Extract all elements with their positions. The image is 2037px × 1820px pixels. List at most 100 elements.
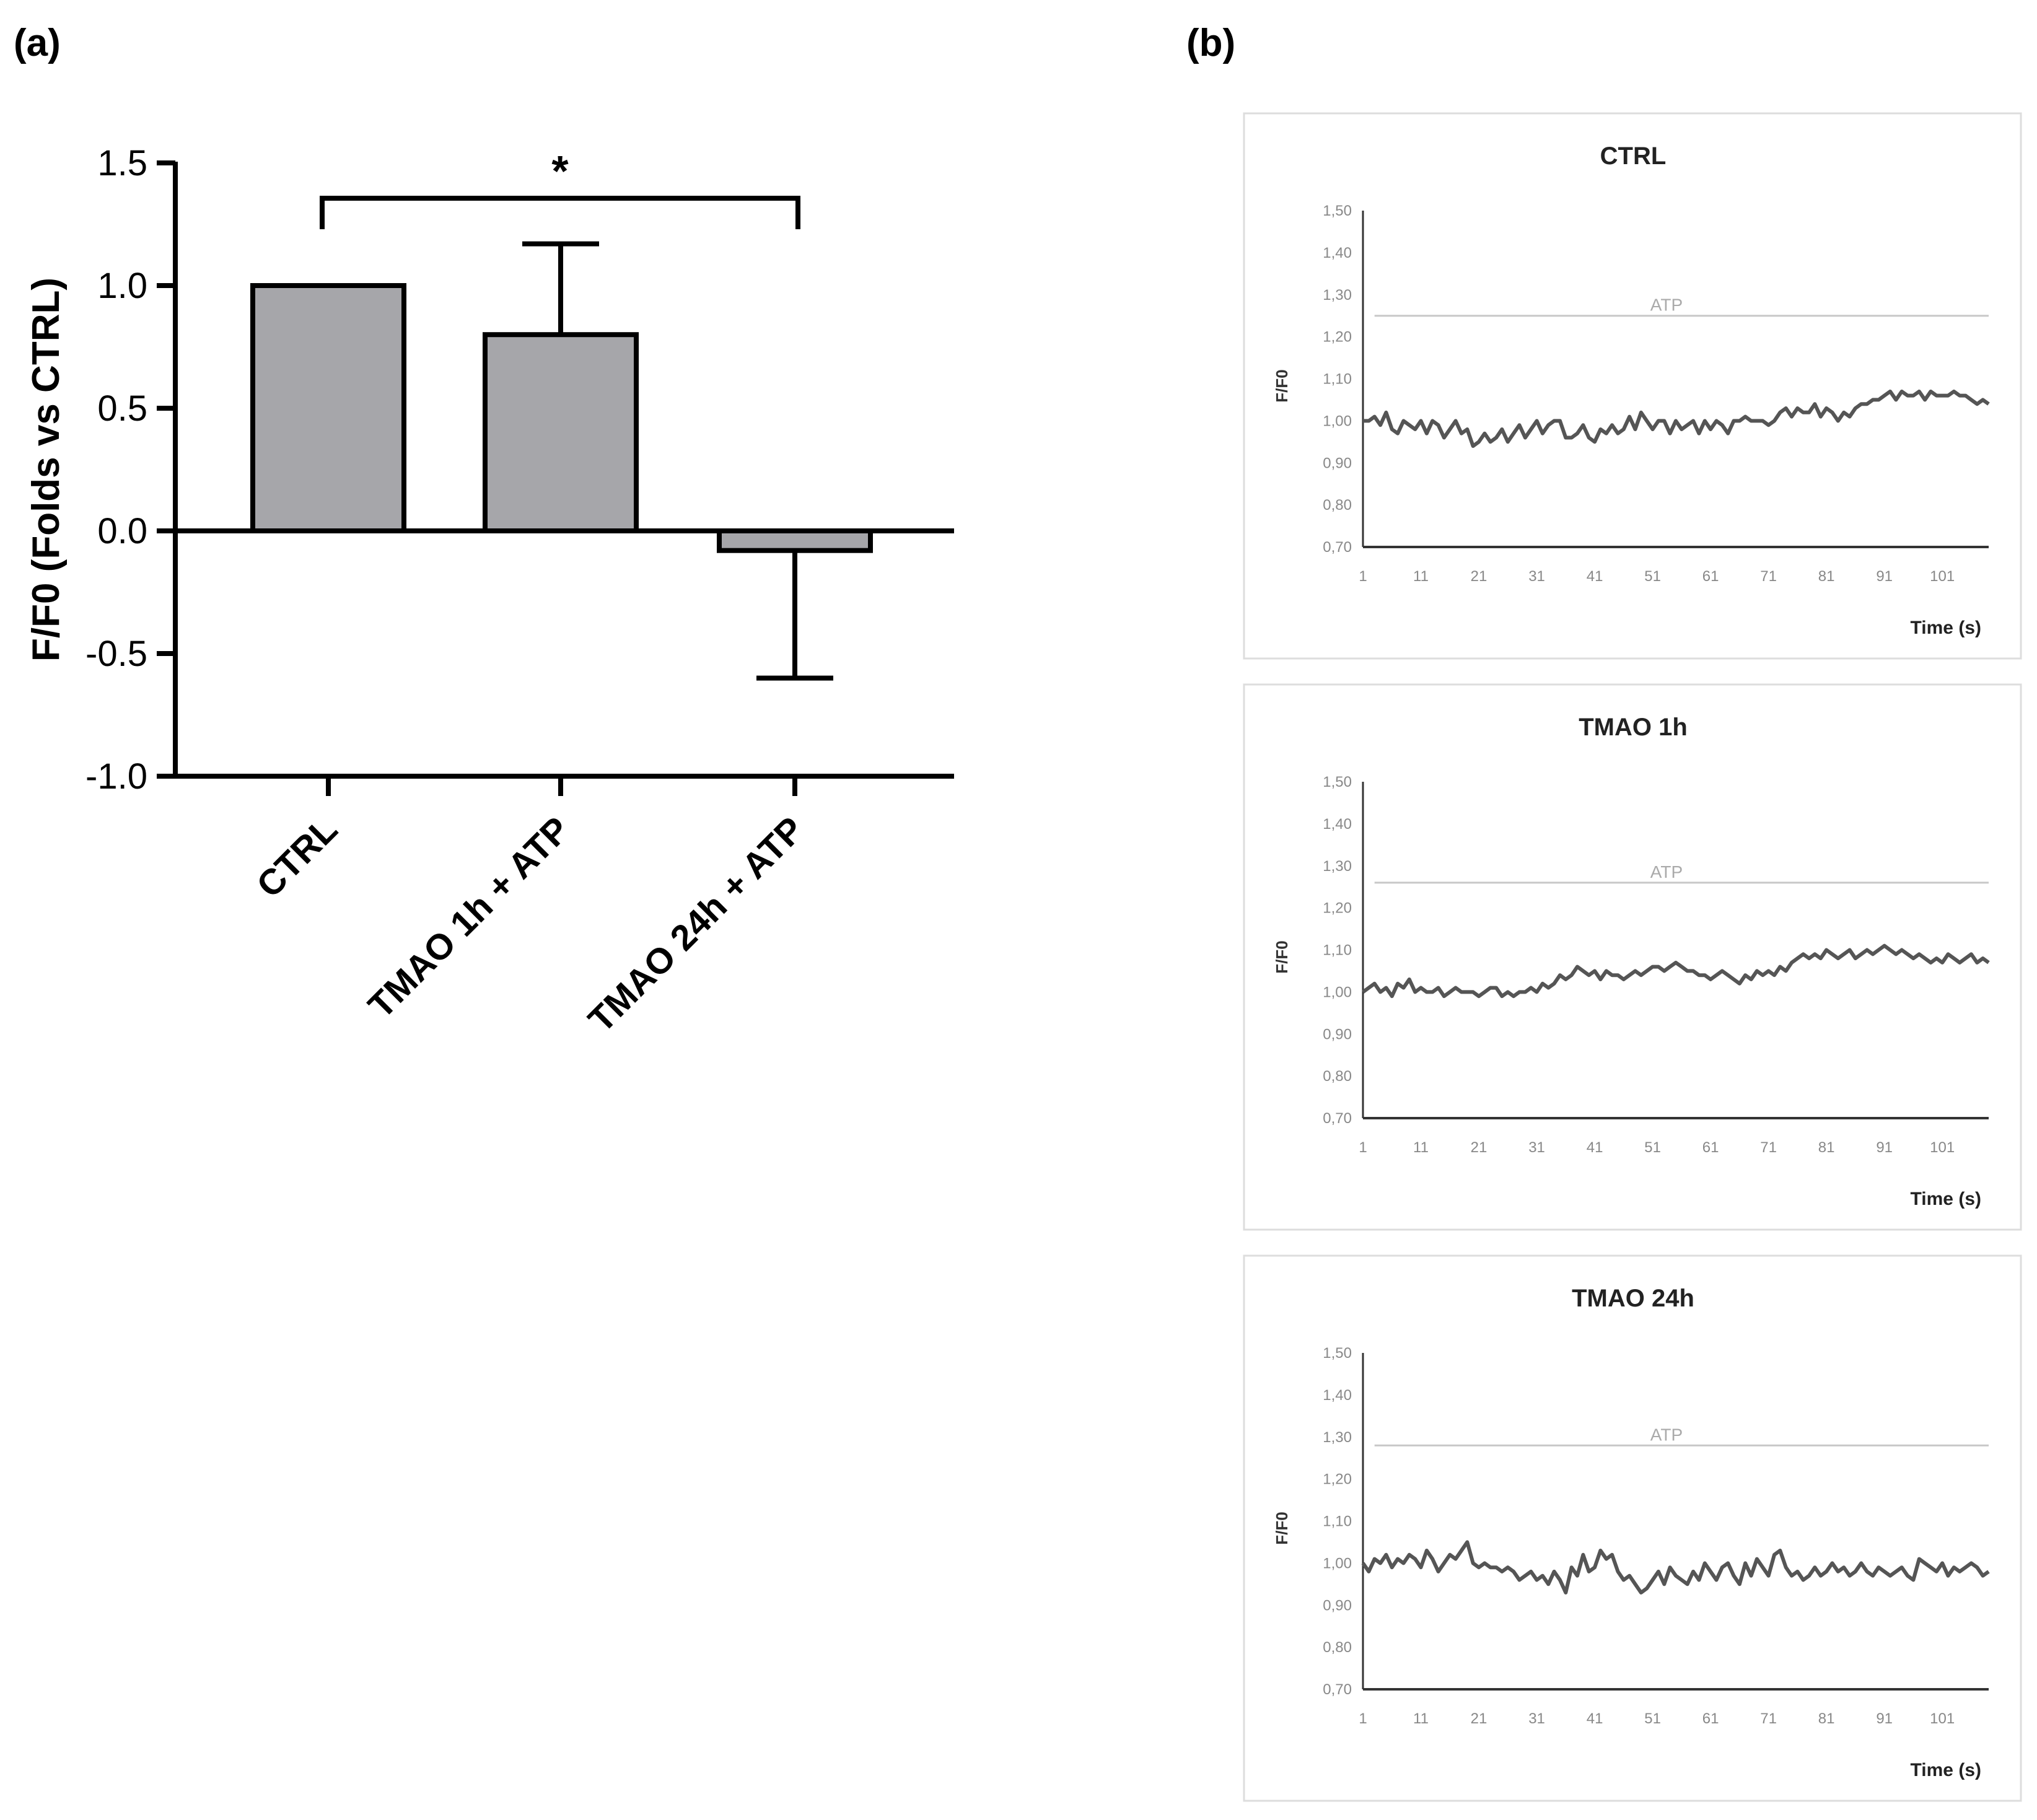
x-tick-label: 61 — [1702, 568, 1719, 585]
y-tick-label: 1,20 — [1323, 1471, 1352, 1488]
y-tick-label: 0,90 — [1323, 455, 1352, 471]
x-tick-label: 1 — [1359, 1139, 1367, 1156]
y-tick-label: 1,30 — [1323, 858, 1352, 875]
y-tick-label: 0,90 — [1323, 1597, 1352, 1614]
x-tick-label: 81 — [1818, 568, 1835, 585]
x-tick-label: 11 — [1413, 1710, 1429, 1727]
line-chart-tmao-24h: TMAO 24h 1,50 1,40 1,30 1,20 1,10 1,00 0,90 0,80… — [1273, 1285, 1990, 1780]
data-line — [1362, 943, 1990, 999]
x-tick-label: 91 — [1876, 1139, 1893, 1156]
atp-label: ATP — [1650, 295, 1683, 315]
x-tick-label: 91 — [1876, 568, 1893, 585]
y-tick-label: 1.5 — [97, 143, 147, 183]
x-tick-label: 41 — [1587, 1710, 1603, 1727]
y-tick-label: 1,10 — [1323, 942, 1352, 959]
x-tick-label: 61 — [1702, 1710, 1719, 1727]
x-tick-label: 11 — [1413, 1139, 1429, 1156]
y-tick-label: 0,70 — [1323, 1110, 1352, 1127]
x-tick-label: 101 — [1930, 568, 1955, 585]
x-tick-label: 41 — [1587, 568, 1603, 585]
y-tick-label: 1,20 — [1323, 329, 1352, 346]
significance-star: * — [551, 147, 569, 195]
x-tick-label: 91 — [1876, 1710, 1893, 1727]
x-tick-label: 51 — [1644, 568, 1661, 585]
trace-panel-frame — [1243, 112, 2022, 660]
x-tick-label: 41 — [1587, 1139, 1603, 1156]
y-tick-label: -1.0 — [85, 756, 147, 797]
y-tick-label: 1,10 — [1323, 371, 1352, 388]
x-tick-label: 21 — [1471, 568, 1487, 585]
y-tick-label: 0,80 — [1323, 1639, 1352, 1656]
chart-title: CTRL — [1600, 142, 1667, 170]
chart-title: TMAO 1h — [1579, 714, 1688, 741]
y-tick-label: 1,30 — [1323, 287, 1352, 304]
y-tick-label: 1.0 — [97, 266, 147, 306]
x-tick-label: 21 — [1471, 1139, 1487, 1156]
trace-panels: CTRL 1,50 1,40 1,30 1,20 1,10 1,00 0,90 0,80 0,70… — [1243, 112, 2022, 1802]
atp-label: ATP — [1650, 862, 1683, 882]
y-tick-label: 1,50 — [1323, 774, 1352, 790]
chart-title: TMAO 24h — [1572, 1285, 1694, 1312]
y-tick-label: 1,30 — [1323, 1429, 1352, 1446]
y-tick-label: 1,00 — [1323, 1555, 1352, 1572]
y-tick-label: 1,40 — [1323, 245, 1352, 261]
x-tick-label: 31 — [1528, 1710, 1545, 1727]
y-tick-label: 1,00 — [1323, 984, 1352, 1000]
y-tick-label: 1,50 — [1323, 203, 1352, 219]
x-tick-label: 61 — [1702, 1139, 1719, 1156]
data-line — [1363, 389, 1990, 448]
x-tick-label: 31 — [1528, 1139, 1545, 1156]
x-axis-label: Time (s) — [1911, 618, 1981, 638]
bar-chart: 1.5 1.0 0.5 0.0 -0.5 -1.0 F/F0 (Folds vs CTRL)… — [25, 143, 954, 1040]
significance-bracket — [320, 196, 800, 229]
x-axis-label: Time (s) — [1911, 1189, 1981, 1209]
x-tick-label: 101 — [1930, 1139, 1955, 1156]
line-chart-tmao-1h: TMAO 1h 1,50 1,40 1,30 1,20 1,10 1,00 0,90 0,80 0… — [1273, 714, 1990, 1209]
y-tick-label: 0,70 — [1323, 1681, 1352, 1698]
category-label: TMAO 1h + ATP — [361, 809, 577, 1026]
x-tick-label: 101 — [1930, 1710, 1955, 1727]
y-tick-label: -0.5 — [85, 634, 147, 674]
x-tick-label: 21 — [1471, 1710, 1487, 1727]
y-tick-label: 0,90 — [1323, 1026, 1352, 1043]
bar — [717, 528, 873, 553]
y-tick-label: 0,70 — [1323, 539, 1352, 556]
trace-panel-frame — [1243, 1254, 2022, 1802]
category-label: TMAO 24h + ATP — [580, 809, 812, 1040]
y-axis-label: F/F0 (Folds vs CTRL) — [25, 278, 68, 662]
x-tick-label: 81 — [1818, 1139, 1835, 1156]
data-line — [1361, 1540, 1990, 1595]
x-tick-label: 81 — [1818, 1710, 1835, 1727]
x-tick-label: 71 — [1760, 1139, 1777, 1156]
y-tick-label: 1,20 — [1323, 900, 1352, 917]
bar — [250, 283, 406, 533]
x-tick-label: 51 — [1644, 1139, 1661, 1156]
y-axis-label: F/F0 — [1273, 940, 1291, 973]
y-tick-label: 1,40 — [1323, 1387, 1352, 1404]
y-axis-label: F/F0 — [1273, 1512, 1291, 1544]
y-tick-label: 0.5 — [97, 388, 147, 429]
atp-label: ATP — [1650, 1425, 1683, 1444]
y-tick-label: 0,80 — [1323, 1068, 1352, 1085]
x-tick-label: 11 — [1413, 568, 1429, 585]
line-chart-ctrl: CTRL 1,50 1,40 1,30 1,20 1,10 1,00 0,90 0,80 0,70… — [1273, 142, 1990, 638]
x-tick-label: 71 — [1760, 568, 1777, 585]
x-tick-label: 1 — [1359, 568, 1367, 585]
y-tick-label: 1,00 — [1323, 413, 1352, 429]
trace-panel-frame — [1243, 683, 2022, 1231]
category-label: CTRL — [249, 809, 345, 905]
panel-label-a: (a) — [14, 22, 61, 64]
y-tick-label: 1,40 — [1323, 816, 1352, 833]
y-tick-label: 1,10 — [1323, 1513, 1352, 1530]
x-tick-label: 71 — [1760, 1710, 1777, 1727]
x-tick-label: 31 — [1528, 568, 1545, 585]
y-axis-label: F/F0 — [1273, 369, 1291, 402]
panel-label-b: (b) — [1186, 22, 1235, 64]
x-axis-label: Time (s) — [1911, 1760, 1981, 1780]
y-tick-label: 0.0 — [97, 511, 147, 551]
y-tick-label: 0,80 — [1323, 497, 1352, 514]
x-tick-label: 1 — [1359, 1710, 1367, 1727]
y-tick-label: 1,50 — [1323, 1345, 1352, 1362]
x-tick-label: 51 — [1644, 1710, 1661, 1727]
